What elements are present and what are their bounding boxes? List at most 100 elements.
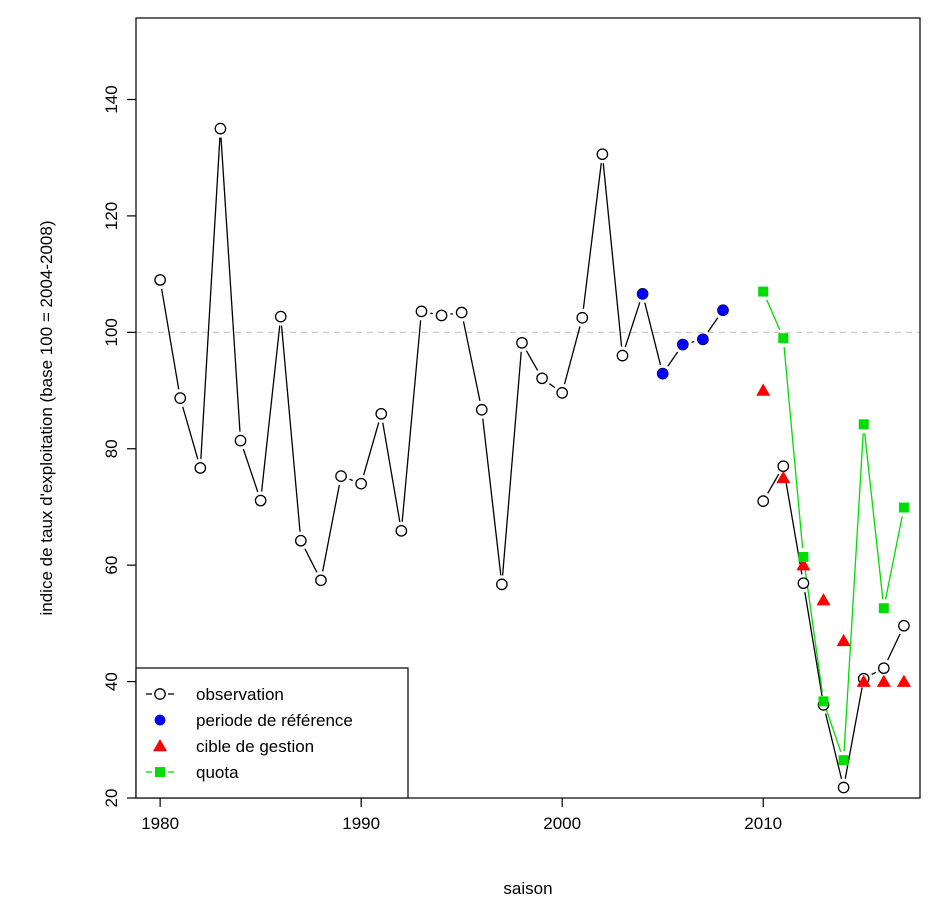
observation-point xyxy=(174,392,187,404)
observation-line xyxy=(582,163,602,309)
quota-point xyxy=(798,552,809,563)
target-point xyxy=(776,470,791,484)
observation-point xyxy=(315,574,327,587)
quota-point xyxy=(898,502,909,513)
target-point xyxy=(836,633,851,647)
observation-point xyxy=(194,462,207,474)
quota-point xyxy=(878,603,889,614)
observation-line xyxy=(871,671,877,676)
observation-point xyxy=(355,477,367,490)
y-tick-label: 120 xyxy=(102,202,121,230)
legend: observation periode de référence cible de … xyxy=(135,667,409,799)
observation-point xyxy=(154,274,166,286)
observation-point xyxy=(455,306,468,319)
y-tick-label: 140 xyxy=(102,85,121,113)
target-point xyxy=(816,593,831,606)
legend-box xyxy=(135,667,409,799)
observation-line xyxy=(602,163,623,347)
x-axis-title: saison xyxy=(503,879,552,898)
observation-line xyxy=(349,478,353,482)
observation-line xyxy=(363,422,380,476)
observation-line xyxy=(624,302,641,348)
observation-line xyxy=(401,320,422,522)
observation-point xyxy=(516,336,528,349)
quota-line xyxy=(825,709,842,752)
target-point xyxy=(876,674,891,687)
observation-line xyxy=(260,325,281,492)
observation-point xyxy=(837,781,850,794)
observation-line xyxy=(242,448,259,493)
observation-line xyxy=(160,288,180,390)
observation-point xyxy=(395,524,408,537)
observation-point xyxy=(596,148,609,161)
x-tick-label: 2000 xyxy=(543,814,581,833)
target-point xyxy=(796,558,811,571)
observation-point xyxy=(254,494,267,507)
legend-marker xyxy=(154,714,166,726)
observation-line xyxy=(563,326,581,385)
observation-point xyxy=(616,349,629,362)
plot-area xyxy=(136,122,920,794)
observation-point xyxy=(214,122,227,135)
quota-line xyxy=(864,433,884,600)
observation-point xyxy=(877,662,890,675)
observation-line xyxy=(182,406,199,460)
observation-line xyxy=(804,591,823,697)
quota-point xyxy=(778,333,789,344)
reference-point xyxy=(657,368,669,380)
observation-line xyxy=(304,548,318,573)
observation-line xyxy=(525,350,539,371)
legend-marker xyxy=(155,767,165,777)
legend-label: cible de gestion xyxy=(196,737,314,756)
quota-point xyxy=(858,419,869,430)
observation-line xyxy=(200,137,221,460)
observation-line xyxy=(667,351,679,367)
x-tick-label: 2010 xyxy=(744,814,782,833)
observation-point xyxy=(475,403,488,416)
quota-point xyxy=(818,696,829,707)
observation-line xyxy=(644,302,662,366)
observation-line xyxy=(382,422,401,523)
target-point xyxy=(896,674,911,687)
quota-point xyxy=(838,755,849,766)
observation-point xyxy=(797,577,810,590)
observation-point xyxy=(234,434,247,447)
quota-point xyxy=(758,286,769,297)
observation-line xyxy=(322,484,340,572)
observation-point xyxy=(536,372,548,385)
quota-line xyxy=(843,433,864,752)
observation-point xyxy=(898,619,910,632)
legend-label: observation xyxy=(196,685,284,704)
y-tick-label: 20 xyxy=(102,789,121,808)
observation-line xyxy=(825,713,843,779)
observation-line xyxy=(482,418,502,576)
observation-point xyxy=(496,578,508,591)
quota-line xyxy=(766,299,781,331)
observation-point xyxy=(435,309,448,322)
plot-frame xyxy=(135,17,921,799)
y-tick-label: 100 xyxy=(102,318,121,346)
observation-point xyxy=(294,534,307,547)
x-tick-label: 1990 xyxy=(342,814,380,833)
legend-label: quota xyxy=(196,763,239,782)
reference-point xyxy=(677,339,689,350)
observation-line xyxy=(548,383,556,389)
target-point xyxy=(856,674,871,687)
observation-point xyxy=(274,310,287,323)
quota-line xyxy=(884,516,903,600)
observation-line xyxy=(707,317,719,333)
observation-line xyxy=(462,321,481,402)
observation-line xyxy=(691,340,695,343)
observation-point xyxy=(757,495,770,507)
y-tick-label: 60 xyxy=(102,556,121,575)
observation-line xyxy=(767,473,780,494)
observation-line xyxy=(280,325,301,532)
target-point xyxy=(756,383,771,396)
observation-point xyxy=(375,407,388,420)
observation-point xyxy=(556,387,569,399)
y-tick-label: 40 xyxy=(102,672,121,691)
legend-marker xyxy=(153,739,167,752)
observation-line xyxy=(887,633,901,661)
reference-point xyxy=(697,333,709,345)
